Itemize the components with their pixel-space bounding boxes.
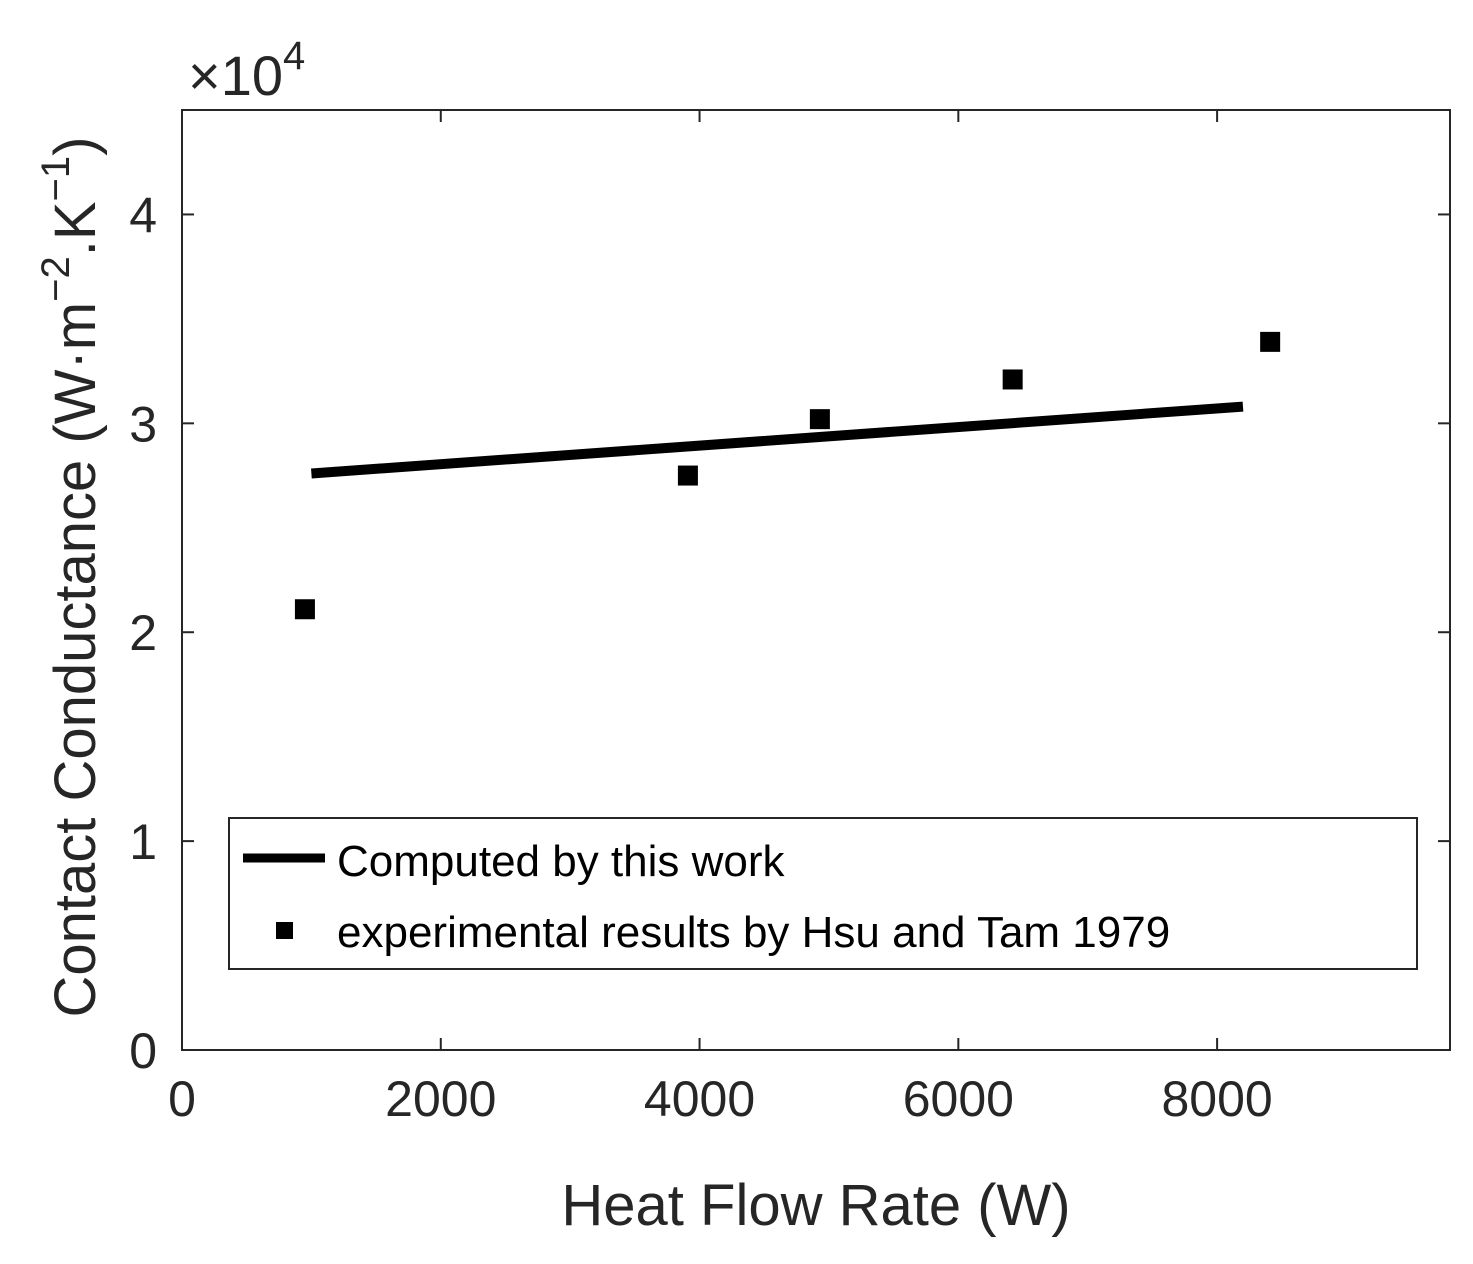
legend-label-computed: Computed by this work — [337, 837, 786, 886]
legend-square-swatch — [276, 922, 293, 939]
experimental-point — [1260, 331, 1281, 352]
experimental-point — [809, 409, 830, 430]
x-tick-label: 6000 — [903, 1071, 1014, 1127]
y-tick-label: 3 — [129, 396, 157, 452]
y-axis-exponent-label: ×104 — [188, 34, 305, 107]
y-axis-title-unit-exp2: −1 — [34, 156, 78, 202]
y-tick-label: 1 — [129, 814, 157, 870]
x-tick-label: 0 — [168, 1071, 196, 1127]
y-axis-title-unit-exp1: −2 — [34, 256, 78, 302]
y-tick-label: 2 — [129, 605, 157, 661]
x-tick-label: 4000 — [644, 1071, 755, 1127]
y-axis-title-unit-close: ) — [43, 137, 108, 156]
experimental-point — [1002, 369, 1023, 390]
y-exponent-power: 4 — [283, 34, 305, 78]
x-tick-label: 2000 — [385, 1071, 496, 1127]
legend-box — [228, 817, 1418, 970]
y-exponent-prefix: ×10 — [188, 44, 283, 107]
y-axis-title-main: Contact Conductance (W·m — [43, 302, 108, 1018]
experimental-point — [294, 599, 315, 620]
x-tick-label: 8000 — [1161, 1071, 1272, 1127]
experimental-point — [677, 465, 698, 486]
y-axis-title-unit-k: .K — [43, 201, 108, 256]
computed-line — [311, 401, 1244, 479]
legend-label-experimental: experimental results by Hsu and Tam 1979 — [337, 908, 1170, 957]
x-axis-title: Heat Flow Rate (W) — [561, 1173, 1070, 1238]
y-tick-label: 0 — [129, 1023, 157, 1079]
y-axis-title: Contact Conductance (W·m−2.K−1) — [34, 137, 108, 1018]
legend: Computed by this work experimental resul… — [228, 817, 1418, 970]
series-layer — [294, 331, 1281, 620]
y-tick-label: 4 — [129, 187, 157, 243]
axis-ticks: 0 2000 4000 6000 8000 0 1 2 3 4 — [129, 110, 1450, 1127]
